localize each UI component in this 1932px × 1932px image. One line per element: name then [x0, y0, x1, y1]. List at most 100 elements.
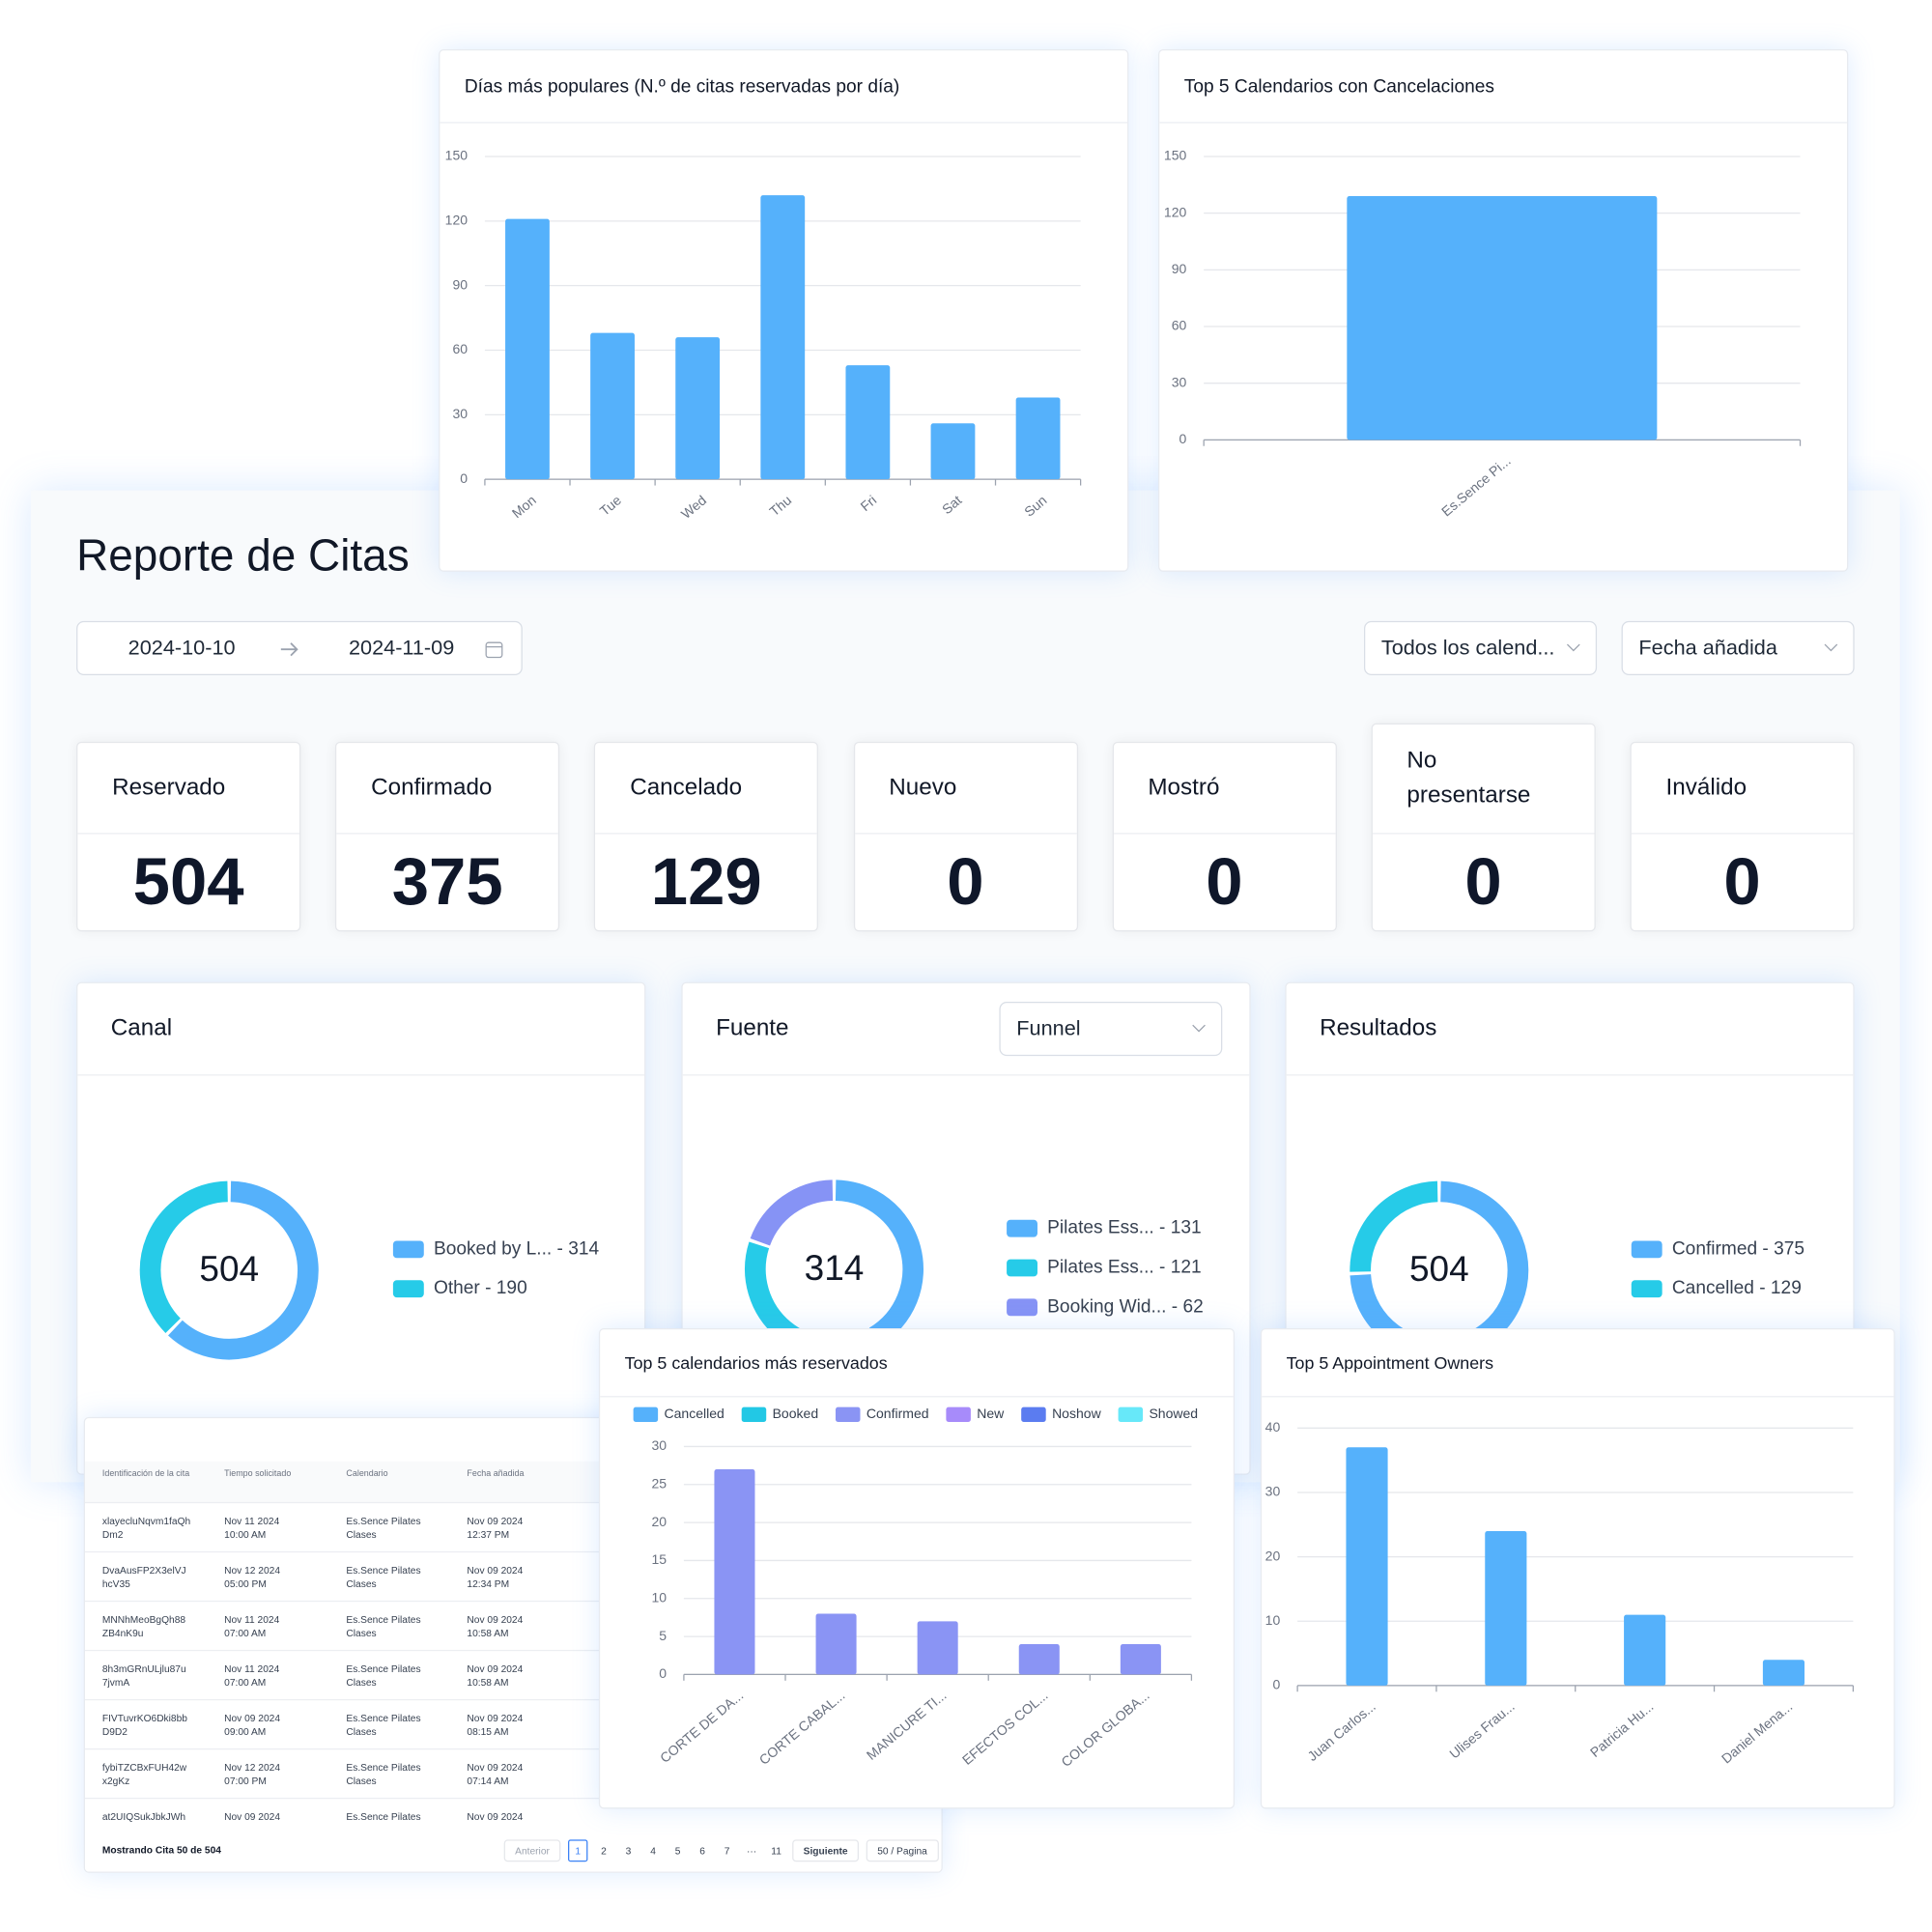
- chart-card: Top 5 Appointment Owners 0 10 20 30 40 Juan Ca…: [1260, 1327, 1895, 1809]
- table-cell: Es.Sence Pilates: [346, 1810, 421, 1823]
- y-tick-label: 60: [1172, 318, 1187, 333]
- table-cell: Nov 11 2024 10:00 AM: [224, 1515, 280, 1541]
- stat-card: Confirmado 375: [335, 741, 560, 932]
- table-row: [85, 1698, 942, 1701]
- page-button[interactable]: 3: [625, 1845, 632, 1857]
- y-tick-label: 0: [1179, 431, 1187, 446]
- chevron: [1192, 1024, 1206, 1033]
- x-tick-label: Ulises Frau...: [1446, 1698, 1518, 1761]
- y-tick-label: 60: [452, 341, 468, 356]
- bar: [1346, 1447, 1388, 1686]
- source-select[interactable]: Funnel: [999, 1001, 1223, 1057]
- legend-label: Booking Wid... - 62: [1047, 1296, 1204, 1317]
- table-row: [85, 1747, 942, 1750]
- legend-label: Booked by L... - 314: [434, 1238, 600, 1259]
- x-tick-label: Sat: [939, 492, 964, 517]
- table-row: [85, 1797, 942, 1800]
- y-tick-label: 20: [651, 1514, 667, 1529]
- donut-segment: [1350, 1180, 1438, 1272]
- date-to: 2024-11-09: [348, 636, 455, 660]
- table-cell: Nov 09 2024 10:58 AM: [467, 1613, 524, 1639]
- date-from: 2024-10-10: [128, 636, 236, 660]
- bar: [1347, 196, 1658, 440]
- calendar-select-value: Todos los calend...: [1380, 636, 1555, 660]
- chart-header: Top 5 Calendarios con Cancelaciones: [1159, 50, 1847, 124]
- table-cell: Nov 09 2024 09:00 AM: [224, 1712, 281, 1738]
- stat-card: Cancelado 129: [594, 741, 819, 932]
- bar: [675, 337, 721, 480]
- x-tick-label: MANICURE TI...: [864, 1688, 950, 1763]
- table-footer: Mostrando Cita 50 de 504: [101, 1844, 221, 1856]
- y-tick-label: 5: [659, 1628, 667, 1643]
- table-cell: Es.Sence Pilates Clases: [346, 1761, 421, 1787]
- source-select-value: Funnel: [1016, 1016, 1081, 1040]
- page-button[interactable]: 2: [601, 1845, 607, 1857]
- report-title: Reporte de Citas: [76, 529, 410, 581]
- next-button[interactable]: Siguiente: [792, 1839, 860, 1862]
- donut-segment: [835, 1179, 923, 1347]
- chart-svg: 0 5 10 15 20 25 30 CORTE DE DA... CORTE CABAL...…: [633, 1406, 1198, 1770]
- chevron-icon: [1824, 643, 1838, 652]
- table-cell: at2UIQSukJbkJWh: [101, 1810, 186, 1823]
- stat-value: 0: [947, 844, 984, 920]
- stat-value: 504: [132, 844, 244, 920]
- legend-swatch: [1021, 1406, 1046, 1422]
- stat-card: Nuevo 0: [853, 741, 1078, 932]
- table-cell: Es.Sence Pilates Clases: [346, 1515, 421, 1541]
- donut-segment: [139, 1180, 229, 1333]
- date-range-picker[interactable]: 2024-10-10 2024-11-09: [76, 620, 523, 675]
- x-tick-label: CORTE CABAL...: [756, 1688, 848, 1768]
- y-tick-label: 30: [1265, 1484, 1281, 1499]
- chart-header: Resultados: [1286, 983, 1854, 1076]
- legend-label: Cancelled - 129: [1672, 1278, 1802, 1298]
- pagination: Anterior 1 2 3 4 5 6 7 ··· 11 Siguiente 50 / Pagina: [503, 1839, 939, 1862]
- table-row: [85, 1550, 942, 1553]
- chart-svg: 0 30 60 90 120 150 Mon Tue Wed Thu Fri Sat Sun: [445, 148, 1082, 522]
- chart-svg: 0 10 20 30 40 Juan Carlos... Ulises Frau... Pat…: [1265, 1419, 1855, 1767]
- stat-value: 375: [391, 844, 503, 920]
- stat-card: Inválido 0: [1630, 741, 1855, 932]
- date-type-select[interactable]: Fecha añadida: [1621, 620, 1855, 675]
- x-tick-label: Sun: [1021, 492, 1049, 519]
- legend-swatch: [392, 1280, 424, 1298]
- y-tick-label: 30: [1172, 374, 1187, 389]
- page-button[interactable]: 5: [674, 1845, 681, 1857]
- y-tick-label: 120: [1164, 204, 1187, 219]
- table-row: [85, 1600, 942, 1603]
- page-button[interactable]: 1: [568, 1839, 588, 1862]
- calendar-select[interactable]: Todos los calend...: [1363, 620, 1598, 675]
- table-cell: 8h3mGRnULjlu87u7jvmA: [101, 1662, 186, 1689]
- x-tick-label: Daniel Mena...: [1719, 1698, 1796, 1766]
- bar: [930, 423, 976, 480]
- bar: [760, 195, 806, 480]
- table-cell: xlayecluNqvm1faQhDm2: [101, 1515, 191, 1541]
- stat-value: 129: [650, 844, 762, 920]
- page-button[interactable]: 6: [699, 1845, 705, 1857]
- chart-header: Fuente: [682, 983, 1250, 1076]
- chart-header: Top 5 Appointment Owners: [1262, 1329, 1894, 1398]
- legend-label: Booked: [773, 1406, 819, 1421]
- table-cell: Es.Sence Pilates Clases: [346, 1712, 421, 1738]
- chart-title: Fuente: [716, 1015, 789, 1041]
- column-header: Tiempo solicitado: [224, 1469, 292, 1479]
- page-button[interactable]: 4: [650, 1845, 656, 1857]
- table-cell: fybiTZCBxFUH42wx2gKz: [101, 1761, 187, 1787]
- legend-swatch: [741, 1406, 767, 1422]
- page-button[interactable]: 11: [771, 1845, 781, 1857]
- table-cell: Nov 12 2024 05:00 PM: [224, 1564, 281, 1590]
- legend-swatch: [1631, 1280, 1662, 1298]
- x-tick-label: Es.Sence Pi...: [1438, 453, 1514, 520]
- x-tick-label: COLOR GLOBA...: [1058, 1688, 1151, 1770]
- page-size-select[interactable]: 50 / Pagina: [866, 1839, 939, 1862]
- legend-swatch: [1007, 1259, 1037, 1277]
- legend-swatch: [633, 1406, 659, 1422]
- bar: [505, 218, 550, 480]
- y-tick-label: 150: [445, 148, 469, 163]
- page-button[interactable]: 7: [724, 1845, 730, 1857]
- table-cell: Nov 09 2024: [467, 1810, 524, 1823]
- y-tick-label: 30: [651, 1437, 667, 1453]
- page-button[interactable]: ···: [746, 1845, 757, 1857]
- stat-label: No presentarse: [1372, 724, 1595, 835]
- prev-button[interactable]: Anterior: [503, 1839, 561, 1862]
